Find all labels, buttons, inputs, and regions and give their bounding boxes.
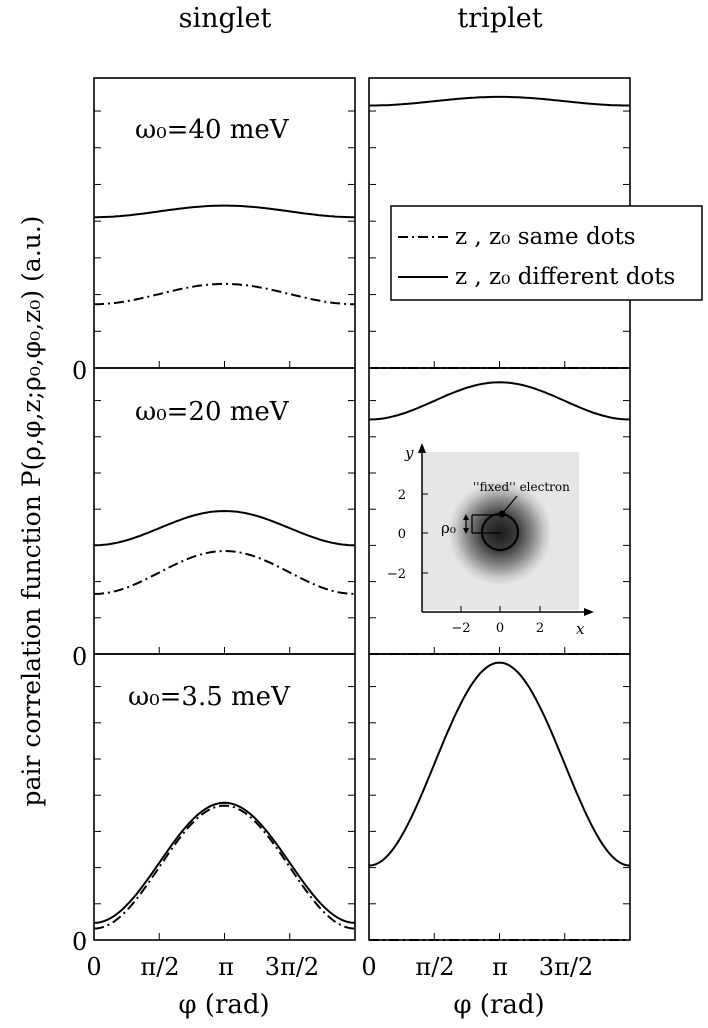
series-different-dots-triplet-row1 <box>368 381 631 421</box>
series-same-dots-singlet-row2 <box>93 804 356 930</box>
series-different-dots-singlet-row0 <box>94 204 355 219</box>
series-same-dots-singlet-row1 <box>94 549 355 595</box>
inset-ytick-label: −2 <box>387 567 406 582</box>
series-different-dots-triplet-row0 <box>368 95 630 107</box>
panel-frame-triplet-row2 <box>368 653 631 941</box>
xtick-label-singlet-0: 0 <box>86 953 101 981</box>
zero-label-row0: 0 <box>72 357 87 385</box>
inset-rho-arrowhead <box>463 514 469 520</box>
series-same-dots-singlet-row0 <box>94 282 355 306</box>
inset-xtick-label: 2 <box>536 621 544 636</box>
xtick-label-singlet-3pi2: 3π/2 <box>265 953 319 981</box>
series-different-dots-triplet-row2 <box>368 661 631 867</box>
xtick-label-triplet-0: 0 <box>361 953 376 981</box>
legend-label-different: z , z₀ different dots <box>455 264 675 290</box>
inset-xtick-label: 0 <box>496 621 504 636</box>
inset-x-arrow <box>584 608 594 616</box>
xtick-label-triplet-pi: π <box>492 953 508 981</box>
y-axis-label: pair correlation function P(ρ,φ,z;ρ₀,φ₀,… <box>17 216 46 807</box>
inset-y-arrow <box>418 443 426 453</box>
header-triplet: triplet <box>457 3 542 34</box>
zero-label-row1: 0 <box>72 643 87 671</box>
plot-panels <box>93 77 631 941</box>
xtick-label-triplet-pi2: π/2 <box>415 953 454 981</box>
inset-rho-arrowhead <box>463 528 469 534</box>
xtick-label-triplet-3pi2: 3π/2 <box>539 953 593 981</box>
xtick-label-singlet-pi: π <box>218 953 234 981</box>
annotation-row0: ω₀=40 meV <box>135 115 290 145</box>
series-different-dots-singlet-row2 <box>93 801 356 924</box>
legend: z , z₀ same dots z , z₀ different dots <box>390 205 703 301</box>
legend-box <box>390 205 703 301</box>
inset-x-label: x <box>576 620 585 638</box>
inset-ytick-label: 2 <box>398 488 406 503</box>
inset-xtick-label: −2 <box>451 621 470 636</box>
zero-label-row2: 0 <box>72 928 87 956</box>
inset-y-label: y <box>404 444 414 462</box>
inset-ytick-label: 0 <box>398 527 406 542</box>
annotation-row1: ω₀=20 meV <box>135 397 290 427</box>
xtick-label-singlet-pi2: π/2 <box>140 953 179 981</box>
x-axis-label-singlet: φ (rad) <box>178 990 269 1020</box>
header-singlet: singlet <box>179 3 272 34</box>
annotation-row2: ω₀=3.5 meV <box>128 682 291 712</box>
inset-annotation: ''fixed'' electron <box>473 480 570 494</box>
inset-density-plot: y x 2 0 −2 −2 0 2 ρ₀ ''fixed'' electron <box>387 443 594 638</box>
inset-rho-label: ρ₀ <box>441 519 456 537</box>
inset-annotation-pointer <box>501 495 518 515</box>
series-different-dots-singlet-row1 <box>94 509 355 547</box>
legend-label-same: z , z₀ same dots <box>455 224 636 250</box>
x-axis-label-triplet: φ (rad) <box>453 990 544 1020</box>
